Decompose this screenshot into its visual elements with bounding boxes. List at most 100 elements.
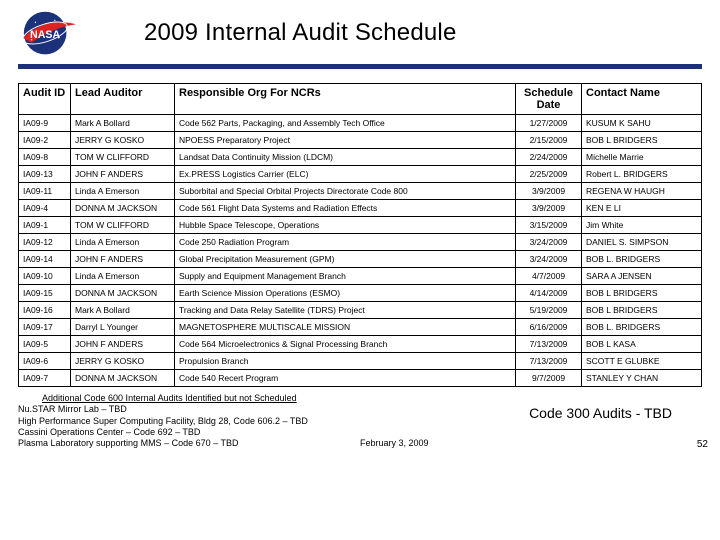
- table-cell: 1/27/2009: [516, 115, 582, 132]
- table-row: IA09-14JOHN F ANDERSGlobal Precipitation…: [19, 251, 702, 268]
- page-number: 52: [697, 439, 708, 452]
- column-header: Schedule Date: [516, 84, 582, 115]
- table-cell: IA09-4: [19, 200, 71, 217]
- table-row: IA09-16Mark A BollardTracking and Data R…: [19, 302, 702, 319]
- table-row: IA09-13JOHN F ANDERSEx.PRESS Logistics C…: [19, 166, 702, 183]
- table-cell: JERRY G KOSKO: [71, 132, 175, 149]
- table-cell: Hubble Space Telescope, Operations: [175, 217, 516, 234]
- table-cell: BOB L BRIDGERS: [582, 285, 702, 302]
- table-cell: 3/9/2009: [516, 200, 582, 217]
- table-cell: JOHN F ANDERS: [71, 336, 175, 353]
- table-cell: IA09-8: [19, 149, 71, 166]
- audit-schedule-table: Audit IDLead AuditorResponsible Org For …: [18, 83, 702, 387]
- code-300-note: Code 300 Audits - TBD: [529, 405, 672, 423]
- table-cell: 4/7/2009: [516, 268, 582, 285]
- table-cell: Suborbital and Special Orbital Projects …: [175, 183, 516, 200]
- table-cell: Linda A Emerson: [71, 268, 175, 285]
- table-row: IA09-9Mark A BollardCode 562 Parts, Pack…: [19, 115, 702, 132]
- table-cell: Linda A Emerson: [71, 234, 175, 251]
- table-cell: BOB L KASA: [582, 336, 702, 353]
- table-row: IA09-15DONNA M JACKSONEarth Science Miss…: [19, 285, 702, 302]
- table-cell: IA09-1: [19, 217, 71, 234]
- table-cell: 3/15/2009: [516, 217, 582, 234]
- table-cell: MAGNETOSPHERE MULTISCALE MISSION: [175, 319, 516, 336]
- table-cell: Mark A Bollard: [71, 115, 175, 132]
- table-cell: IA09-14: [19, 251, 71, 268]
- title-rule: [18, 64, 702, 69]
- table-cell: 3/9/2009: [516, 183, 582, 200]
- table-cell: Code 564 Microelectronics & Signal Proce…: [175, 336, 516, 353]
- table-cell: STANLEY Y CHAN: [582, 370, 702, 387]
- table-row: IA09-2JERRY G KOSKONPOESS Preparatory Pr…: [19, 132, 702, 149]
- additional-audits-title: Additional Code 600 Internal Audits Iden…: [42, 393, 702, 404]
- table-cell: BOB L BRIDGERS: [582, 302, 702, 319]
- svg-text:NASA: NASA: [30, 29, 60, 41]
- table-cell: Mark A Bollard: [71, 302, 175, 319]
- table-cell: 3/24/2009: [516, 234, 582, 251]
- table-cell: Darryl L Younger: [71, 319, 175, 336]
- table-cell: Tracking and Data Relay Satellite (TDRS)…: [175, 302, 516, 319]
- table-cell: SCOTT E GLUBKE: [582, 353, 702, 370]
- table-cell: Code 562 Parts, Packaging, and Assembly …: [175, 115, 516, 132]
- column-header: Lead Auditor: [71, 84, 175, 115]
- footer-date: February 3, 2009: [360, 438, 429, 449]
- table-row: IA09-8TOM W CLIFFORDLandsat Data Continu…: [19, 149, 702, 166]
- table-cell: DONNA M JACKSON: [71, 285, 175, 302]
- table-cell: IA09-5: [19, 336, 71, 353]
- table-row: IA09-11Linda A EmersonSuborbital and Spe…: [19, 183, 702, 200]
- table-cell: TOM W CLIFFORD: [71, 149, 175, 166]
- table-cell: Linda A Emerson: [71, 183, 175, 200]
- table-cell: REGENA W HAUGH: [582, 183, 702, 200]
- table-cell: KUSUM K SAHU: [582, 115, 702, 132]
- table-cell: 6/16/2009: [516, 319, 582, 336]
- table-cell: IA09-7: [19, 370, 71, 387]
- table-cell: 3/24/2009: [516, 251, 582, 268]
- table-cell: BOB L BRIDGERS: [582, 132, 702, 149]
- table-cell: Michelle Marrie: [582, 149, 702, 166]
- table-row: IA09-12Linda A EmersonCode 250 Radiation…: [19, 234, 702, 251]
- table-cell: NPOESS Preparatory Project: [175, 132, 516, 149]
- table-row: IA09-4DONNA M JACKSONCode 561 Flight Dat…: [19, 200, 702, 217]
- table-cell: Code 561 Flight Data Systems and Radiati…: [175, 200, 516, 217]
- table-cell: IA09-17: [19, 319, 71, 336]
- table-cell: Earth Science Mission Operations (ESMO): [175, 285, 516, 302]
- table-cell: KEN E LI: [582, 200, 702, 217]
- table-row: IA09-6JERRY G KOSKOPropulsion Branch7/13…: [19, 353, 702, 370]
- table-cell: 4/14/2009: [516, 285, 582, 302]
- table-cell: Landsat Data Continuity Mission (LDCM): [175, 149, 516, 166]
- table-row: IA09-5JOHN F ANDERSCode 564 Microelectro…: [19, 336, 702, 353]
- table-cell: IA09-11: [19, 183, 71, 200]
- table-row: IA09-17Darryl L YoungerMAGNETOSPHERE MUL…: [19, 319, 702, 336]
- table-cell: 2/15/2009: [516, 132, 582, 149]
- column-header: Audit ID: [19, 84, 71, 115]
- table-cell: Ex.PRESS Logistics Carrier (ELC): [175, 166, 516, 183]
- table-cell: 2/25/2009: [516, 166, 582, 183]
- table-row: IA09-10Linda A EmersonSupply and Equipme…: [19, 268, 702, 285]
- table-row: IA09-1TOM W CLIFFORDHubble Space Telesco…: [19, 217, 702, 234]
- table-cell: DONNA M JACKSON: [71, 370, 175, 387]
- table-row: IA09-7DONNA M JACKSONCode 540 Recert Pro…: [19, 370, 702, 387]
- table-cell: 9/7/2009: [516, 370, 582, 387]
- table-cell: 2/24/2009: [516, 149, 582, 166]
- table-cell: Jim White: [582, 217, 702, 234]
- table-cell: BOB L. BRIDGERS: [582, 251, 702, 268]
- table-cell: Supply and Equipment Management Branch: [175, 268, 516, 285]
- table-cell: IA09-13: [19, 166, 71, 183]
- table-cell: JOHN F ANDERS: [71, 251, 175, 268]
- slide-footer: Additional Code 600 Internal Audits Iden…: [18, 393, 702, 449]
- table-cell: Propulsion Branch: [175, 353, 516, 370]
- nasa-logo-icon: NASA: [18, 8, 80, 58]
- table-cell: Code 540 Recert Program: [175, 370, 516, 387]
- table-cell: BOB L. BRIDGERS: [582, 319, 702, 336]
- table-cell: SARA A JENSEN: [582, 268, 702, 285]
- table-cell: Global Precipitation Measurement (GPM): [175, 251, 516, 268]
- table-cell: Robert L. BRIDGERS: [582, 166, 702, 183]
- table-cell: 7/13/2009: [516, 353, 582, 370]
- table-cell: IA09-10: [19, 268, 71, 285]
- table-cell: IA09-2: [19, 132, 71, 149]
- table-cell: 7/13/2009: [516, 336, 582, 353]
- column-header: Contact Name: [582, 84, 702, 115]
- column-header: Responsible Org For NCRs: [175, 84, 516, 115]
- slide-header: NASA 2009 Internal Audit Schedule: [18, 8, 702, 58]
- table-cell: 5/19/2009: [516, 302, 582, 319]
